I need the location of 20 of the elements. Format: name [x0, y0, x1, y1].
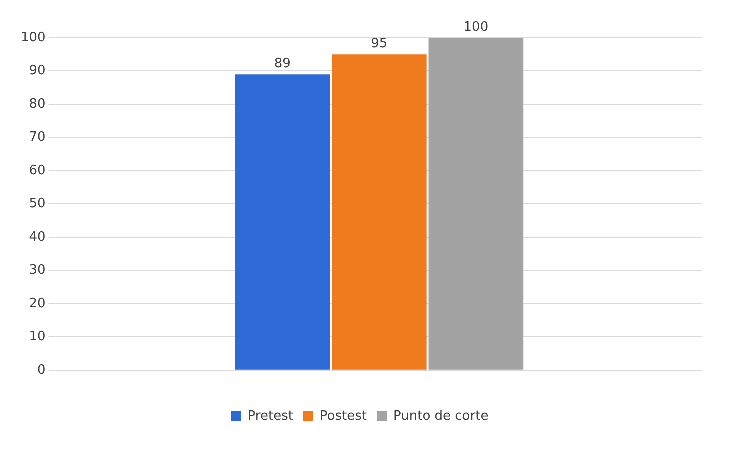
- legend-label: Postest: [320, 408, 368, 424]
- y-tick-label: 0: [38, 362, 46, 378]
- y-tick-label: 40: [29, 230, 46, 245]
- bar: [428, 38, 524, 370]
- y-tick-label: 10: [29, 330, 46, 345]
- y-tick-label: 80: [29, 96, 46, 112]
- y-tick-label: 20: [29, 296, 46, 312]
- y-tick-label: 50: [29, 196, 46, 212]
- data-label: 100: [464, 20, 489, 35]
- data-label: 89: [274, 56, 291, 72]
- y-tick-label: 70: [29, 130, 46, 146]
- y-tick-label: 60: [29, 163, 46, 178]
- y-tick-label: 90: [29, 64, 46, 79]
- y-tick-label: 30: [29, 263, 46, 278]
- bar: [235, 74, 330, 370]
- bar: [332, 54, 427, 370]
- y-tick-label: 100: [20, 30, 46, 46]
- legend-label: Pretest: [248, 408, 294, 424]
- legend-label: Punto de corte: [394, 408, 489, 424]
- data-label: 95: [371, 36, 388, 52]
